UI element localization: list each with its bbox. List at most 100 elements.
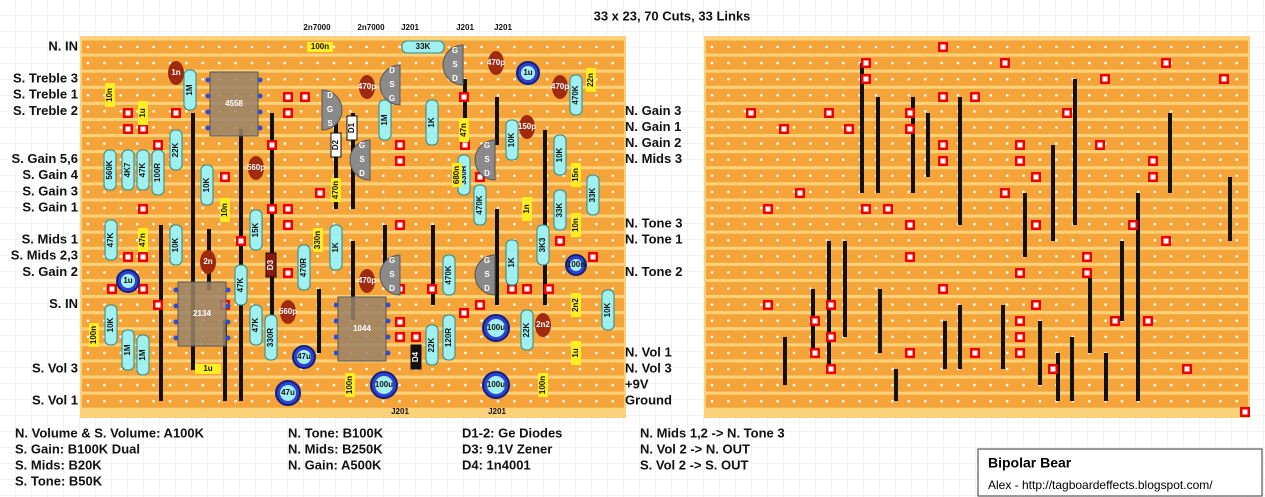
hole — [809, 238, 812, 242]
hole — [513, 45, 516, 49]
hole — [283, 77, 287, 81]
hole — [727, 126, 730, 129]
hole — [299, 174, 303, 178]
hole — [185, 206, 188, 210]
hole — [923, 287, 927, 290]
hole — [1120, 367, 1124, 371]
hole — [381, 174, 385, 178]
hole — [217, 238, 221, 242]
hole — [989, 254, 993, 258]
cut-inner — [1150, 174, 1156, 180]
hole — [710, 174, 714, 178]
diode-label: D3 — [266, 259, 275, 270]
resistor-label: 100R — [153, 163, 162, 182]
hole — [759, 61, 763, 65]
electrolytic-top — [297, 350, 311, 364]
hole — [119, 303, 123, 306]
hole — [119, 351, 123, 355]
hole — [283, 254, 287, 258]
hole — [398, 174, 401, 178]
hole — [283, 126, 287, 129]
hole — [431, 383, 434, 387]
hole — [809, 399, 812, 403]
resistor-label: 330R — [266, 328, 275, 347]
hole — [858, 238, 861, 242]
hole — [152, 367, 155, 371]
hole — [480, 351, 483, 355]
hole — [743, 77, 747, 81]
hole — [135, 254, 139, 258]
hole — [989, 190, 993, 194]
hole — [185, 367, 188, 371]
hole — [398, 206, 401, 210]
hole — [513, 335, 516, 339]
hole — [414, 174, 418, 178]
cut-inner — [828, 302, 834, 308]
hole — [529, 45, 533, 49]
hole — [381, 367, 385, 371]
hole — [989, 399, 993, 403]
cut-inner — [940, 286, 946, 292]
hole — [299, 190, 303, 194]
hole — [923, 94, 927, 97]
resistor — [121, 149, 135, 191]
hole — [1169, 110, 1173, 113]
hole — [1202, 383, 1206, 387]
hole — [267, 399, 270, 403]
hole — [1005, 399, 1009, 403]
hole — [1219, 238, 1222, 242]
hole — [1235, 158, 1239, 161]
ic-pin — [173, 335, 179, 341]
cut-inner — [285, 222, 291, 228]
hole — [858, 287, 861, 290]
hole — [841, 61, 845, 65]
hole — [1120, 383, 1124, 387]
top-label: 2n7000 — [357, 23, 385, 32]
copper-strip — [706, 394, 1248, 408]
hole — [595, 271, 598, 274]
hole — [152, 399, 155, 403]
hole — [989, 351, 993, 355]
hole — [234, 254, 237, 258]
hole — [168, 367, 172, 371]
hole — [365, 254, 369, 258]
hole — [727, 94, 730, 97]
hole — [447, 190, 451, 194]
copper-strip — [706, 378, 1248, 392]
hole — [940, 238, 943, 242]
left-label: S. Gain 5,6 — [12, 151, 78, 166]
hole — [841, 94, 845, 97]
hole — [447, 367, 451, 371]
hole — [973, 61, 976, 65]
hole — [727, 206, 730, 210]
hole — [119, 61, 123, 65]
hole — [398, 238, 401, 242]
hole — [545, 61, 549, 65]
hole — [776, 271, 779, 274]
hole — [283, 61, 287, 65]
hole — [776, 190, 779, 194]
right-label: N. Gain 1 — [625, 119, 681, 134]
hole — [1071, 254, 1075, 258]
hole — [743, 222, 747, 226]
transistor — [379, 64, 401, 106]
hole — [841, 45, 845, 49]
hole — [776, 77, 779, 81]
hole — [776, 206, 779, 210]
hole — [1137, 126, 1140, 129]
hole — [529, 174, 533, 178]
hole — [480, 126, 483, 129]
hole — [940, 254, 943, 258]
hole — [1153, 319, 1157, 323]
hole — [1235, 61, 1239, 65]
hole — [874, 399, 878, 403]
hole — [349, 110, 352, 113]
hole — [940, 271, 943, 274]
hole — [891, 254, 894, 258]
hole — [891, 319, 894, 323]
film-cap — [571, 293, 581, 317]
hole — [611, 351, 615, 355]
hole — [1186, 254, 1189, 258]
hole — [1104, 335, 1107, 339]
ic-label: 4558 — [225, 99, 243, 108]
